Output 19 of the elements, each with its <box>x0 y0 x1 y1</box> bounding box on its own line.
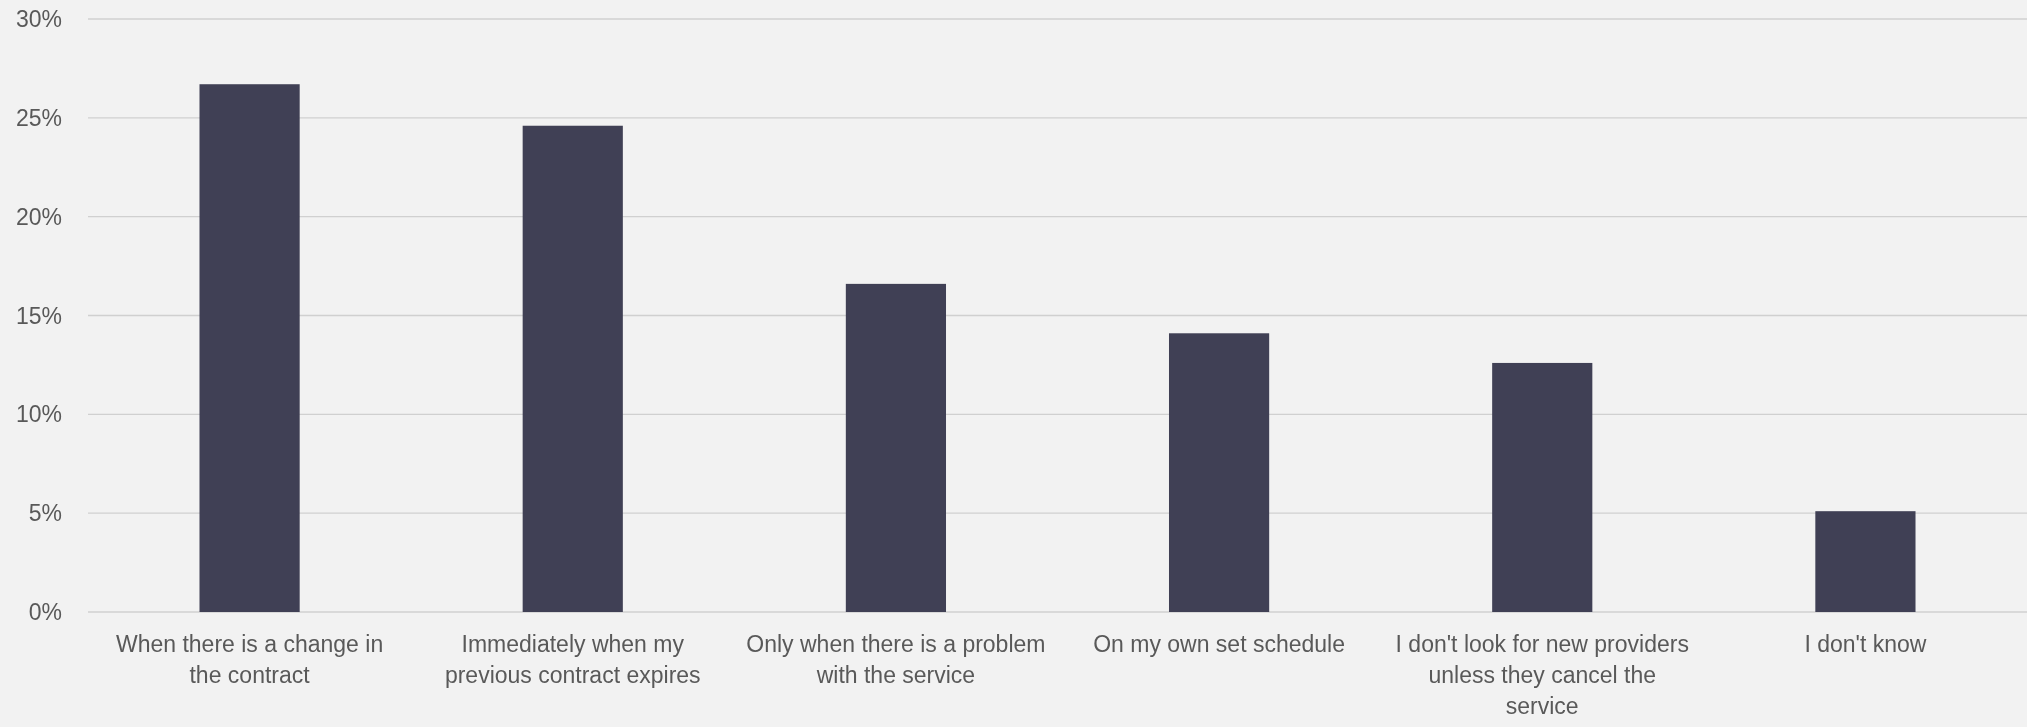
bar <box>522 125 623 612</box>
y-tick-label: 25% <box>15 104 62 131</box>
y-tick-label: 20% <box>15 203 62 230</box>
bar <box>199 84 300 612</box>
x-tick-label: Immediately when my previous contract expires <box>444 631 701 688</box>
bar <box>1168 333 1270 612</box>
y-tick-label: 15% <box>15 302 62 329</box>
y-tick-label: 5% <box>28 500 62 527</box>
x-tick-label: On my own set schedule <box>1093 631 1346 657</box>
y-tick-label: 0% <box>28 599 62 626</box>
x-tick-label: I don't know <box>1804 631 1927 657</box>
bar <box>1815 511 1916 612</box>
x-tick-label: I don't look for new providers unless they cancel the service <box>1395 631 1689 719</box>
bar <box>845 283 947 612</box>
y-tick-label: 30% <box>15 6 62 33</box>
x-tick-label: When there is a change in the contract <box>115 631 384 688</box>
y-tick-label: 10% <box>15 401 62 428</box>
x-tick-label: Only when there is a problem with the service <box>746 631 1046 688</box>
bar <box>1492 362 1593 612</box>
